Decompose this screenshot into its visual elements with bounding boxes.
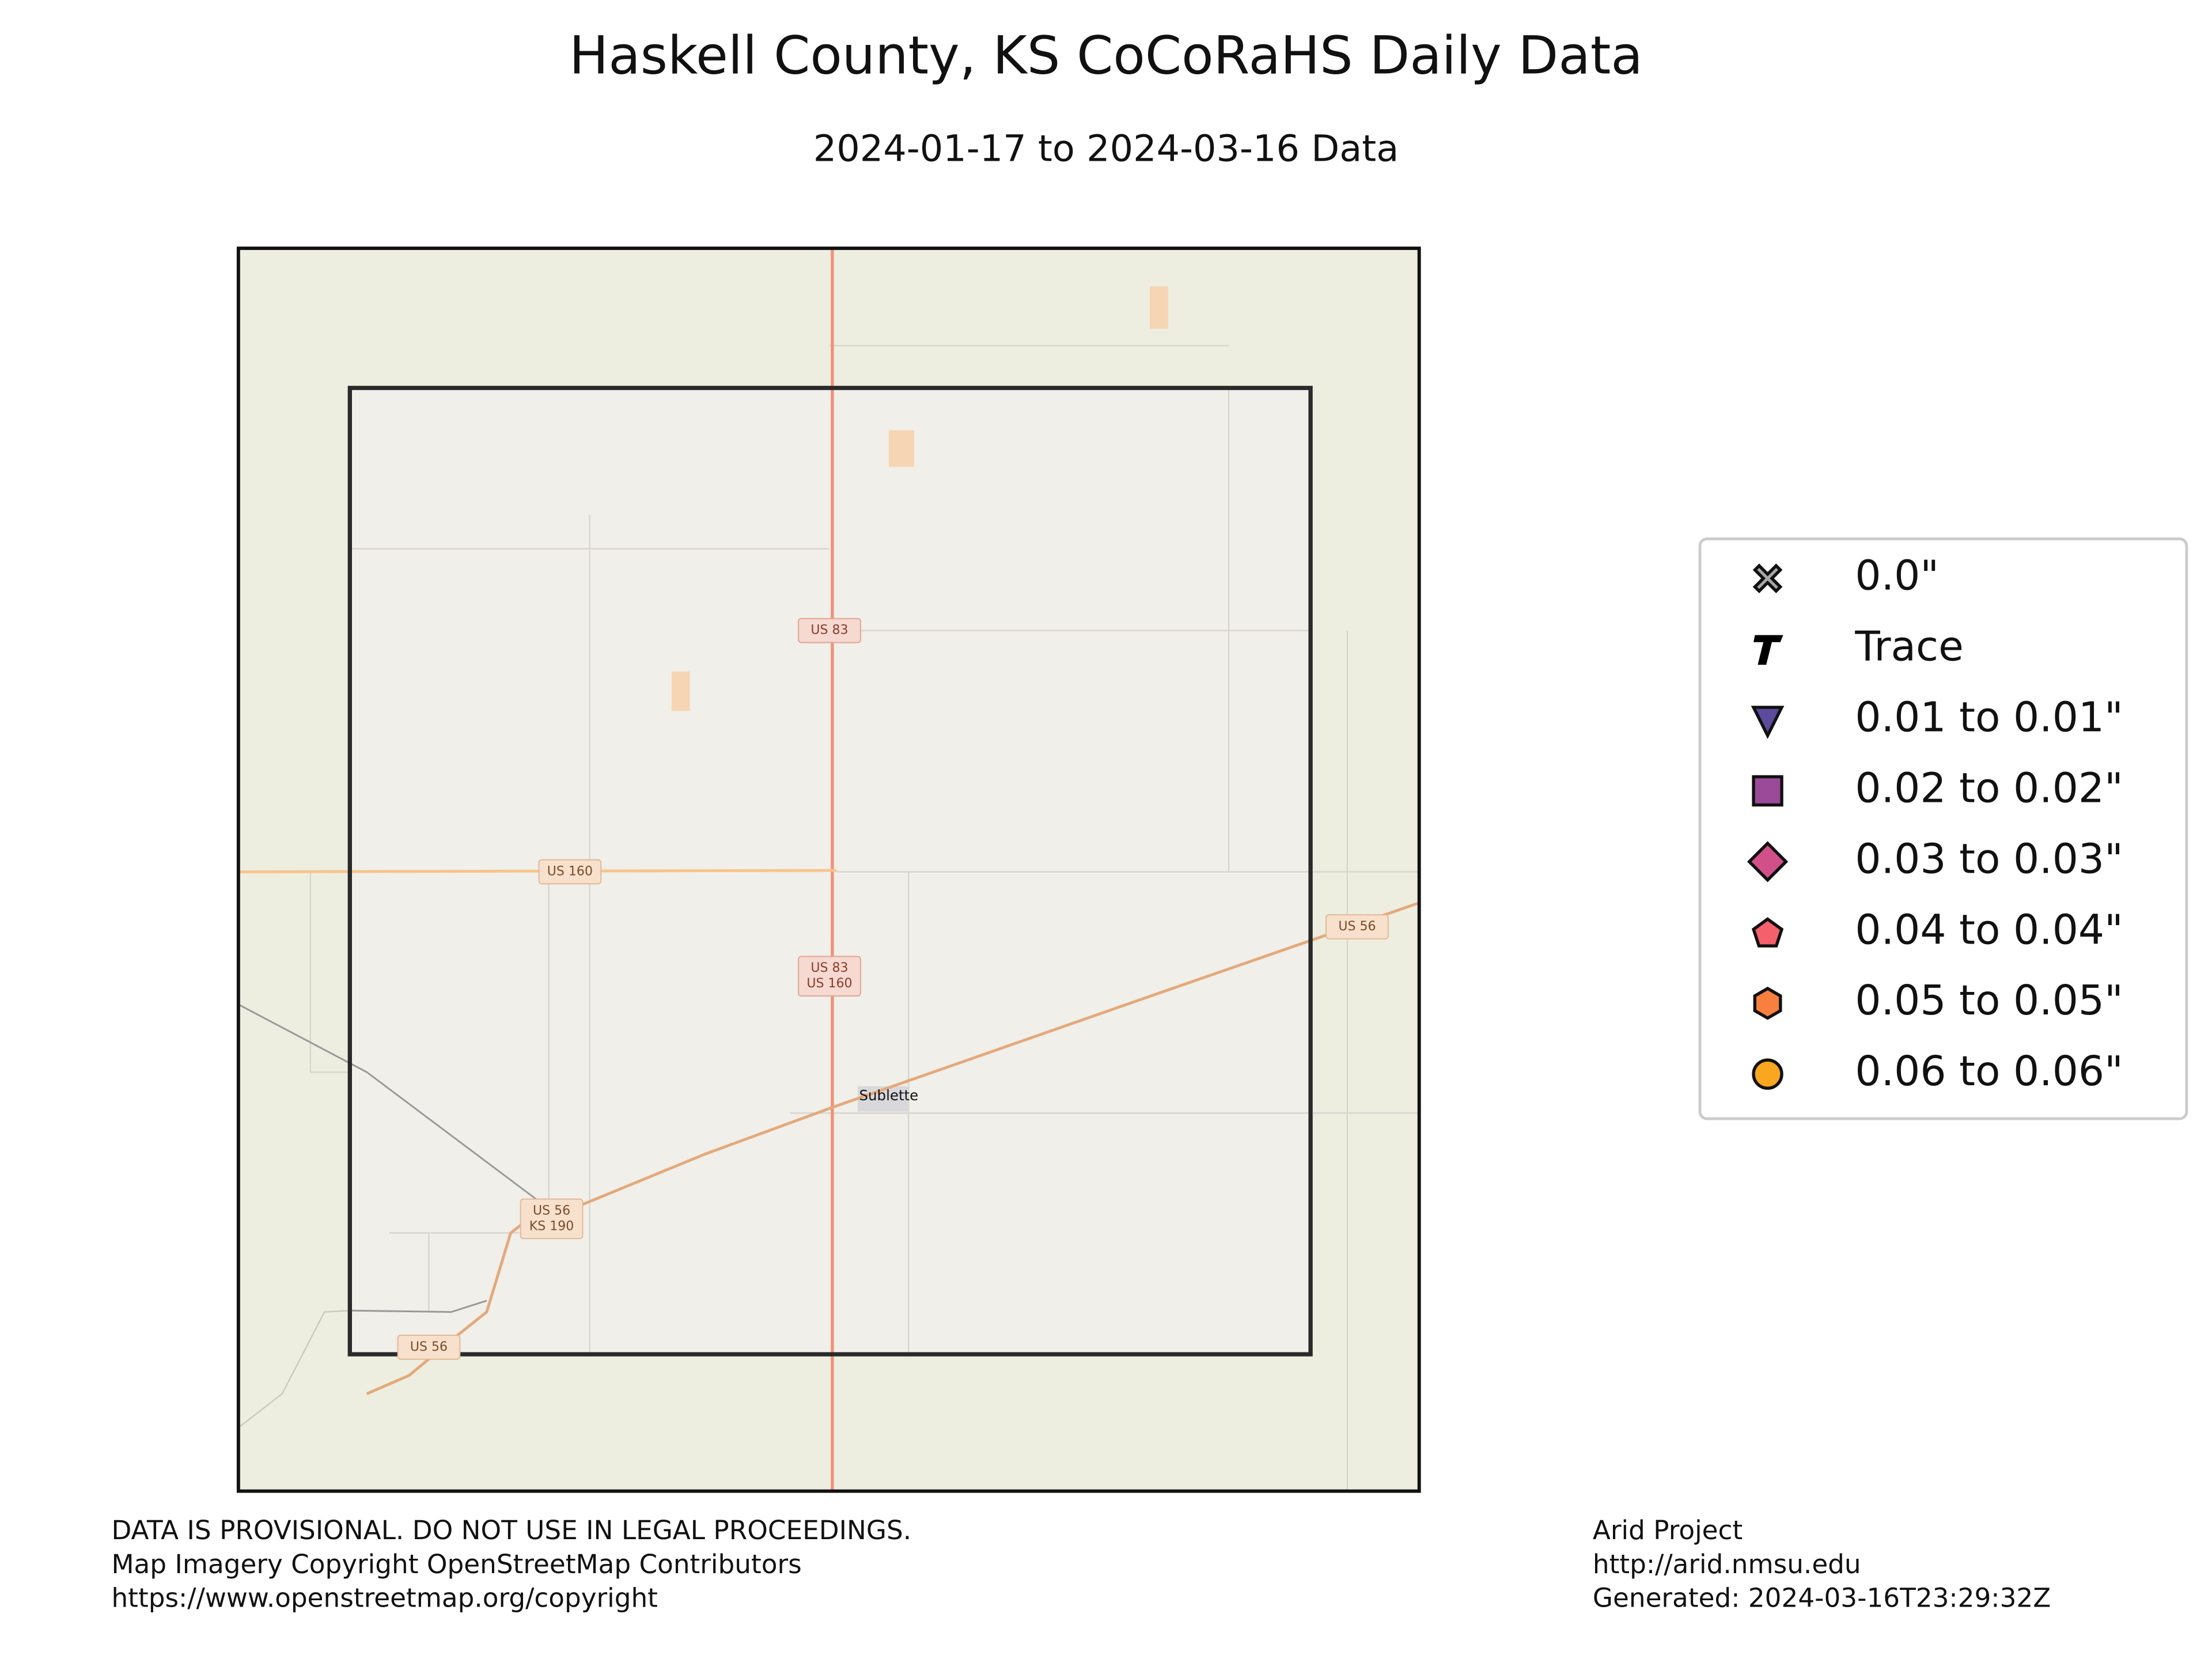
- road-label-text: US 56: [410, 1340, 448, 1354]
- legend-box: [1698, 537, 2188, 1120]
- landuse: [1149, 286, 1168, 329]
- legend-marker: [1752, 775, 1783, 807]
- minor-road: [238, 1309, 350, 1429]
- road-label: US 56: [397, 1334, 461, 1360]
- road-shield: [798, 618, 861, 643]
- road-label-text: US 56: [533, 1203, 570, 1218]
- landuse: [888, 430, 914, 467]
- legend-label: Trace: [1854, 623, 1963, 671]
- county-boundary: [347, 385, 1313, 1357]
- legend-marker: [1747, 841, 1789, 882]
- legend-marker: [1753, 635, 1783, 665]
- legend-label: 0.05 to 0.05": [1855, 976, 2123, 1024]
- legend-marker: [1752, 563, 1783, 593]
- road-label-text: US 160: [547, 864, 593, 878]
- footer: DATA IS PROVISIONAL. DO NOT USE IN LEGAL…: [111, 1515, 2051, 1613]
- legend-marker: [1753, 986, 1782, 1020]
- footer-left-line: DATA IS PROVISIONAL. DO NOT USE IN LEGAL…: [111, 1515, 911, 1546]
- railway: [238, 1003, 537, 1200]
- road-shield: [538, 859, 602, 885]
- road-shield: [520, 1198, 584, 1240]
- road-shield: [798, 956, 861, 997]
- legend: 0.0" Trace 0.01 to 0.01" 0.02 to 0.02" 0.03 …: [1747, 552, 2123, 1095]
- title: Haskell County, KS CoCoRaHS Daily Data: [569, 26, 1643, 86]
- footer-right-line: http://arid.nmsu.edu: [1593, 1549, 1861, 1580]
- railway: [350, 1300, 487, 1313]
- footer-left-line: https://www.openstreetmap.org/copyright: [111, 1583, 657, 1613]
- road-shield: [397, 1334, 461, 1360]
- subtitle: 2024-01-17 to 2024-03-16 Data: [813, 128, 1399, 171]
- road-label-text: US 56: [1338, 919, 1376, 934]
- map: Sublette: [236, 247, 1421, 1493]
- road-label-text: KS 190: [529, 1219, 574, 1233]
- footer-right-line: Generated: 2024-03-16T23:29:32Z: [1593, 1583, 2051, 1613]
- us160-road: [238, 869, 837, 873]
- map-frame: [236, 247, 1421, 1493]
- minor-roads: [309, 344, 1419, 1491]
- legend-label: 0.03 to 0.03": [1855, 835, 2123, 882]
- legend-marker: [1751, 706, 1785, 739]
- footer-left-line: Map Imagery Copyright OpenStreetMap Cont…: [111, 1549, 801, 1580]
- legend-label: 0.04 to 0.04": [1855, 906, 2123, 953]
- road-label: US 160: [538, 859, 602, 885]
- town-label: Sublette: [859, 1087, 919, 1104]
- footer-right-line: Arid Project: [1593, 1515, 1743, 1546]
- legend-marker: [1751, 917, 1784, 948]
- road-label: US 83: [798, 618, 861, 643]
- legend-label: 0.06 to 0.06": [1855, 1047, 2123, 1095]
- road-shield: [1325, 914, 1389, 940]
- road-label-text: US 83: [810, 961, 848, 975]
- landuse: [671, 671, 690, 711]
- legend-marker: [1752, 1058, 1783, 1090]
- legend-label: 0.01 to 0.01": [1855, 693, 2123, 741]
- road-label-text: US 160: [806, 976, 852, 991]
- road-label-text: US 83: [810, 623, 848, 638]
- legend-label: 0.02 to 0.02": [1855, 764, 2123, 812]
- legend-label: 0.0": [1855, 552, 1939, 600]
- road-label: US 56: [1325, 914, 1389, 940]
